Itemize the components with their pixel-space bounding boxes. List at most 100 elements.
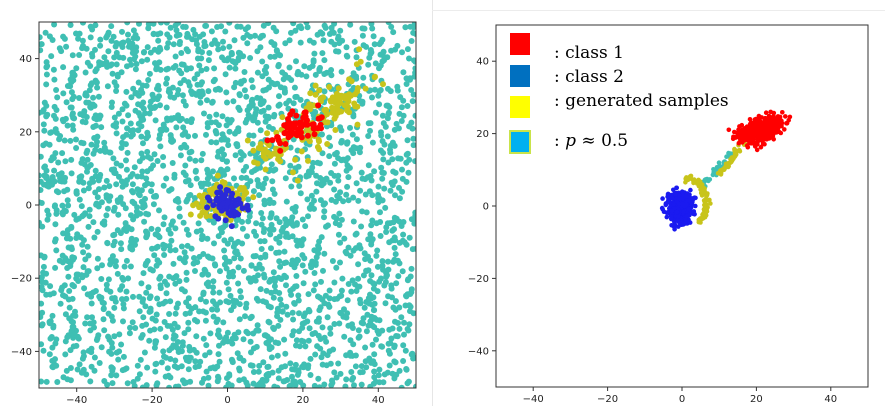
data-point-series-0 <box>147 293 154 300</box>
data-point-series-0 <box>62 311 69 318</box>
data-point-series-0 <box>188 65 194 72</box>
data-point-series-0 <box>52 264 59 271</box>
data-point-series-0 <box>152 60 158 67</box>
data-point-series-1 <box>701 198 707 203</box>
data-point-series-0 <box>319 150 326 157</box>
data-point-series-0 <box>170 64 177 71</box>
data-point-series-0 <box>192 157 199 164</box>
data-point-series-0 <box>257 286 264 293</box>
data-point-series-0 <box>343 52 350 59</box>
data-point-series-0 <box>52 238 58 245</box>
data-point-series-0 <box>196 62 203 69</box>
data-point-series-0 <box>88 293 95 300</box>
data-point-series-2 <box>317 121 324 128</box>
data-point-series-0 <box>391 178 398 185</box>
data-point-series-0 <box>98 124 105 131</box>
data-point-series-0 <box>319 176 326 183</box>
data-point-series-0 <box>130 85 137 92</box>
data-point-series-0 <box>154 158 161 164</box>
data-point-series-0 <box>127 245 134 252</box>
data-point-series-0 <box>70 93 77 100</box>
data-point-series-0 <box>373 220 380 227</box>
data-point-series-0 <box>61 35 68 42</box>
data-point-series-0 <box>94 255 101 262</box>
data-point-series-0 <box>64 186 71 193</box>
data-point-series-0 <box>225 299 232 306</box>
data-point-series-0 <box>253 220 260 227</box>
data-point-series-0 <box>321 381 328 388</box>
data-point-series-0 <box>186 155 193 162</box>
data-point-series-0 <box>210 284 216 291</box>
data-point-series-0 <box>173 27 180 34</box>
data-point-series-0 <box>109 99 115 106</box>
data-point-series-3 <box>782 127 787 132</box>
data-point-series-0 <box>321 300 328 307</box>
data-point-series-0 <box>385 109 392 116</box>
data-point-series-0 <box>315 375 322 382</box>
data-point-series-0 <box>202 317 209 324</box>
data-point-series-3 <box>749 137 755 143</box>
data-point-series-0 <box>357 300 364 307</box>
data-point-series-0 <box>124 380 131 387</box>
data-point-series-0 <box>265 318 272 325</box>
data-point-series-0 <box>312 259 319 266</box>
data-point-series-0 <box>286 97 293 104</box>
data-point-series-0 <box>359 369 366 375</box>
data-point-series-0 <box>48 157 55 164</box>
data-point-series-0 <box>213 139 220 146</box>
data-point-series-0 <box>396 110 403 117</box>
data-point-series-0 <box>376 88 383 95</box>
data-point-series-0 <box>90 94 97 101</box>
data-point-series-0 <box>237 288 244 295</box>
data-point-series-0 <box>123 295 130 302</box>
data-point-series-0 <box>185 326 192 333</box>
data-point-series-2 <box>315 115 322 122</box>
data-point-series-0 <box>171 174 178 181</box>
data-point-series-0 <box>323 223 329 230</box>
data-point-series-0 <box>360 315 367 322</box>
data-point-series-0 <box>370 307 377 314</box>
data-point-series-0 <box>403 81 410 87</box>
data-point-series-0 <box>213 319 220 325</box>
data-point-series-0 <box>150 162 157 169</box>
data-point-series-0 <box>282 350 289 357</box>
data-point-series-0 <box>176 213 183 220</box>
data-point-series-1 <box>685 176 691 181</box>
data-point-series-0 <box>222 71 229 78</box>
data-point-series-3 <box>726 127 732 133</box>
data-point-series-0 <box>399 268 406 275</box>
data-point-series-0 <box>365 162 372 169</box>
data-point-series-0 <box>290 285 296 292</box>
data-point-series-0 <box>232 152 239 159</box>
data-point-series-0 <box>192 167 199 174</box>
data-point-series-0 <box>235 329 242 336</box>
data-point-series-0 <box>73 271 80 278</box>
data-point-series-0 <box>111 204 118 211</box>
data-point-series-0 <box>384 133 391 140</box>
data-point-series-0 <box>140 202 147 209</box>
data-point-series-0 <box>335 177 342 184</box>
data-point-series-0 <box>365 133 372 139</box>
data-point-series-0 <box>129 181 136 188</box>
data-point-series-0 <box>327 330 334 337</box>
data-point-series-2 <box>277 147 284 154</box>
data-point-series-0 <box>406 123 413 130</box>
data-point-series-4 <box>245 206 252 213</box>
data-point-series-0 <box>258 246 265 252</box>
data-point-series-0 <box>322 292 329 299</box>
data-point-series-0 <box>357 187 364 194</box>
data-point-series-0 <box>311 270 318 276</box>
data-point-series-0 <box>165 226 172 233</box>
data-point-series-0 <box>400 231 407 238</box>
data-point-series-0 <box>239 240 246 247</box>
data-point-series-0 <box>367 291 373 298</box>
data-point-series-0 <box>92 22 99 29</box>
data-point-series-0 <box>371 368 378 375</box>
data-point-series-0 <box>254 322 261 329</box>
data-point-series-0 <box>189 91 196 97</box>
data-point-series-2 <box>722 166 727 172</box>
data-point-series-0 <box>257 254 264 261</box>
data-point-series-0 <box>353 75 360 82</box>
data-point-series-0 <box>111 114 118 121</box>
data-point-series-0 <box>279 69 286 76</box>
